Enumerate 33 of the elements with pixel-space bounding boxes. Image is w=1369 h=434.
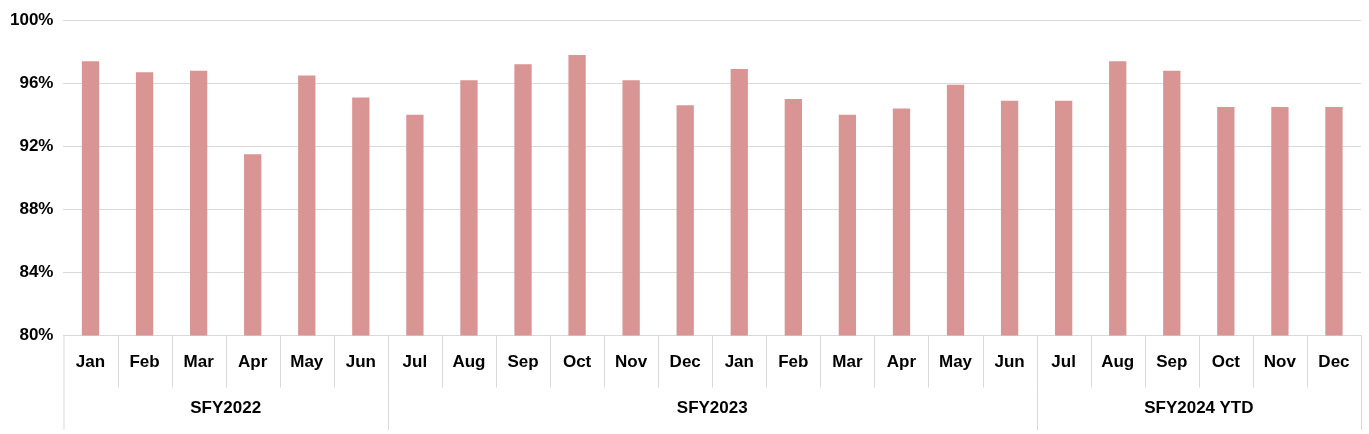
x-tick-label: Feb xyxy=(778,352,809,372)
y-tick-label: 100% xyxy=(10,9,54,29)
x-tick-label: Apr xyxy=(238,352,268,372)
x-tick-label: Jul xyxy=(1051,352,1076,372)
x-tick-label: Apr xyxy=(886,352,917,372)
x-tick-label: Oct xyxy=(562,352,592,372)
x-tick-label: Mar xyxy=(183,352,215,372)
x-tick-label: May xyxy=(290,352,324,372)
x-tick-label: Dec xyxy=(669,352,701,372)
x-tick-label: Jun xyxy=(345,352,376,372)
y-tick-label: 92% xyxy=(19,136,54,156)
x-tick-label: Aug xyxy=(452,352,486,372)
y-tick-label: 80% xyxy=(19,325,54,345)
x-tick-label: Sep xyxy=(1156,352,1188,372)
y-tick-label: 88% xyxy=(19,199,54,219)
text: SFY2023 xyxy=(676,397,748,417)
x-tick-label: Feb xyxy=(129,352,160,372)
x-tick-label: Jan xyxy=(75,352,106,372)
text: SFY2024 YTD xyxy=(1144,397,1254,417)
x-tick-label: Dec xyxy=(1318,352,1350,372)
x-tick-label: Oct xyxy=(1211,352,1241,372)
x-tick-label: Jul xyxy=(402,352,428,372)
x-tick-label: Nov xyxy=(1263,352,1297,372)
x-tick-label: Nov xyxy=(615,352,648,372)
x-tick-label: Jun xyxy=(994,352,1025,372)
y-tick-label: 84% xyxy=(19,262,54,282)
x-tick-label: Sep xyxy=(507,352,539,372)
x-tick-label: Jan xyxy=(724,352,754,372)
x-tick-label: Aug xyxy=(1101,352,1135,372)
y-tick-label: 96% xyxy=(19,72,54,92)
x-tick-label: May xyxy=(938,352,973,372)
x-tick-label: Mar xyxy=(832,352,863,372)
text: SFY2022 xyxy=(190,397,262,417)
